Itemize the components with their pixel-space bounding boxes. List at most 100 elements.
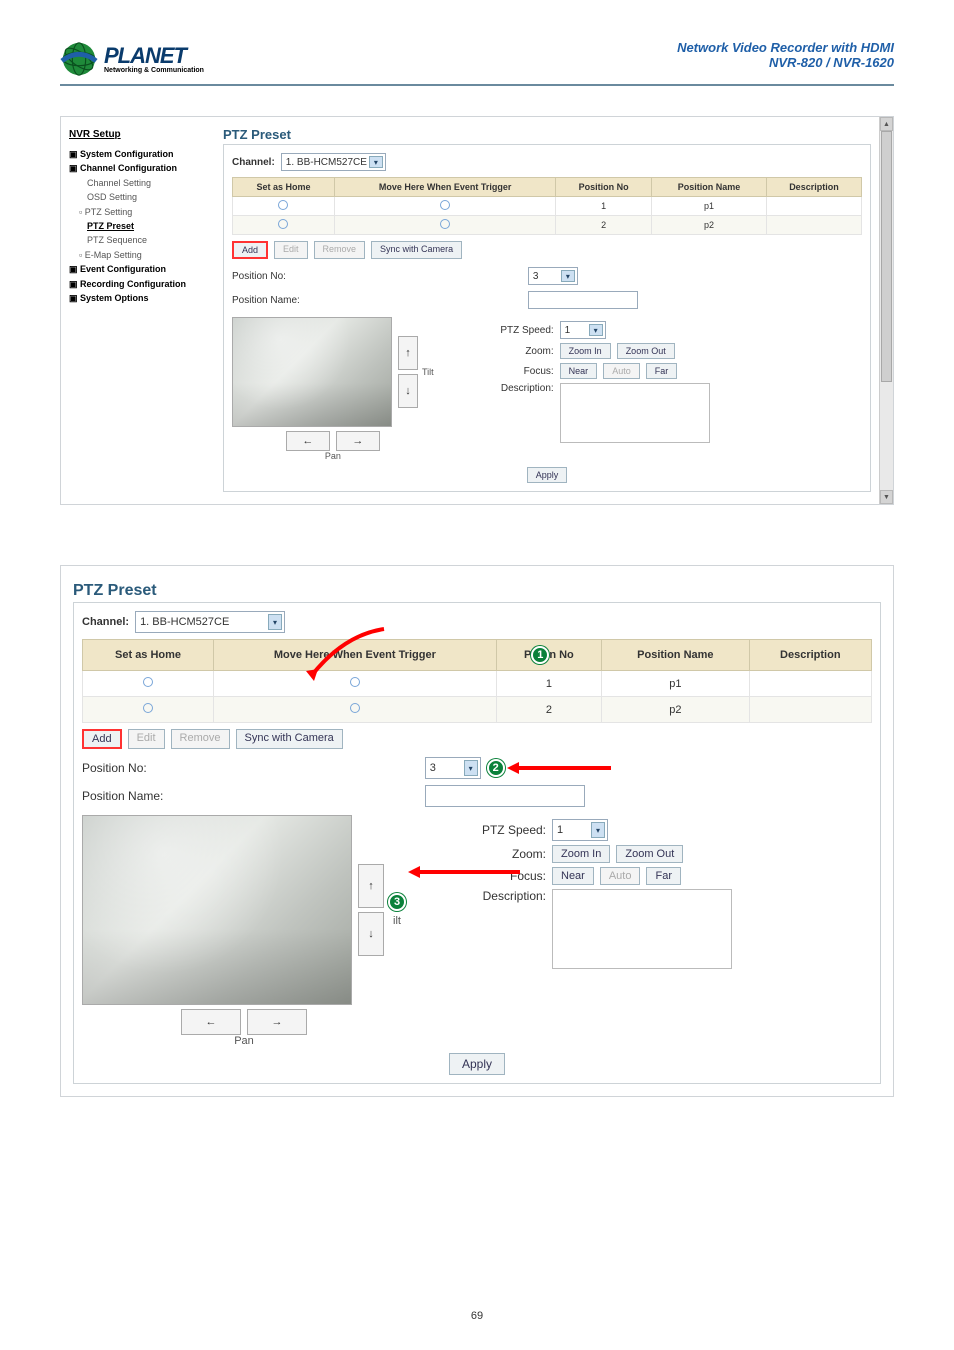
tree-title[interactable]: NVR Setup <box>69 127 121 143</box>
th-description: Description <box>749 640 871 671</box>
edit-button[interactable]: Edit <box>274 241 308 259</box>
description-textarea[interactable] <box>560 383 710 443</box>
sync-button[interactable]: Sync with Camera <box>371 241 462 259</box>
speed-select[interactable]: 1▾ <box>560 321 606 339</box>
callout-arrow-2 <box>505 760 615 776</box>
tree-ptz-preset[interactable]: PTZ Preset <box>69 219 211 233</box>
apply-button[interactable]: Apply <box>527 467 568 483</box>
remove-button[interactable]: Remove <box>171 729 230 749</box>
tree-emap[interactable]: ▫ E-Map Setting <box>69 248 211 262</box>
tilt-up-button[interactable]: ↑ <box>358 864 384 908</box>
zoom-label: Zoom: <box>474 346 554 357</box>
pan-label: Pan <box>234 1035 254 1047</box>
cell-posno: 1 <box>496 671 601 697</box>
zoom-out-button[interactable]: Zoom Out <box>616 845 683 863</box>
pan-left-button[interactable]: ← <box>286 431 330 451</box>
radio-move-2[interactable] <box>440 219 450 229</box>
scroll-down-button[interactable]: ▼ <box>880 490 893 504</box>
pan-label: Pan <box>325 451 341 461</box>
radio-move-1[interactable] <box>440 200 450 210</box>
posno-select[interactable]: 3▾ <box>425 757 481 779</box>
tree-system-options[interactable]: ▣ System Options <box>69 291 211 305</box>
doc-title-line2: NVR-820 / NVR-1620 <box>677 55 894 70</box>
pan-right-button[interactable]: → <box>336 431 380 451</box>
chevron-down-icon: ▾ <box>589 324 603 336</box>
focus-near-button[interactable]: Near <box>552 867 594 885</box>
cell-posno: 1 <box>556 197 652 216</box>
radio-home-2[interactable] <box>278 219 288 229</box>
scroll-up-button[interactable]: ▲ <box>880 117 893 131</box>
table-row[interactable]: 1 p1 <box>83 671 872 697</box>
cell-posname: p2 <box>602 697 749 723</box>
posname-input[interactable] <box>528 291 638 309</box>
focus-auto-button[interactable]: Auto <box>600 867 641 885</box>
tilt-down-button[interactable]: ↓ <box>398 374 418 408</box>
cell-posname: p2 <box>652 216 767 235</box>
scrollbar[interactable]: ▲ ▼ <box>879 117 893 504</box>
globe-icon <box>60 40 98 78</box>
posname-input[interactable] <box>425 785 585 807</box>
focus-far-button[interactable]: Far <box>646 363 678 379</box>
tree-system-config[interactable]: ▣ System Configuration <box>69 147 211 161</box>
sync-button[interactable]: Sync with Camera <box>236 729 343 749</box>
description-textarea[interactable] <box>552 889 732 969</box>
focus-auto-button[interactable]: Auto <box>603 363 640 379</box>
th-set-home: Set as Home <box>83 640 214 671</box>
add-button[interactable]: Add <box>232 241 268 259</box>
tree-osd-setting[interactable]: OSD Setting <box>69 190 211 204</box>
th-move-here: Move Here When Event Trigger <box>214 640 497 671</box>
tilt-label: ilt <box>393 915 401 927</box>
table-row[interactable]: 2 p2 <box>233 216 862 235</box>
panel-title: PTZ Preset <box>73 578 881 602</box>
cell-posname: p1 <box>602 671 749 697</box>
zoom-in-button[interactable]: Zoom In <box>560 343 611 359</box>
focus-label: Focus: <box>474 366 554 377</box>
zoom-in-button[interactable]: Zoom In <box>552 845 610 863</box>
zoom-out-button[interactable]: Zoom Out <box>617 343 675 359</box>
radio-home-1[interactable] <box>143 677 153 687</box>
pan-right-button[interactable]: → <box>247 1009 307 1035</box>
camera-preview[interactable] <box>82 815 352 1005</box>
tilt-down-button[interactable]: ↓ <box>358 912 384 956</box>
tree-channel-setting[interactable]: Channel Setting <box>69 176 211 190</box>
cell-posno: 2 <box>496 697 601 723</box>
focus-far-button[interactable]: Far <box>646 867 681 885</box>
th-move-here: Move Here When Event Trigger <box>334 178 555 197</box>
radio-move-2[interactable] <box>350 703 360 713</box>
channel-select[interactable]: 1. BB-HCM527CE▾ <box>135 611 285 633</box>
channel-label: Channel: <box>82 616 129 628</box>
table-row[interactable]: 2 p2 <box>83 697 872 723</box>
edit-button[interactable]: Edit <box>128 729 165 749</box>
chevron-down-icon: ▾ <box>369 156 383 168</box>
tilt-up-button[interactable]: ↑ <box>398 336 418 370</box>
scroll-thumb[interactable] <box>881 131 892 382</box>
camera-preview[interactable] <box>232 317 392 427</box>
callout-badge-1: 1 <box>531 646 549 664</box>
focus-near-button[interactable]: Near <box>560 363 598 379</box>
channel-select[interactable]: 1. BB-HCM527CE▾ <box>281 153 386 171</box>
tree-recording-config[interactable]: ▣ Recording Configuration <box>69 277 211 291</box>
chevron-down-icon: ▾ <box>268 614 282 630</box>
posno-select[interactable]: 3▾ <box>528 267 578 285</box>
tree-ptz-sequence[interactable]: PTZ Sequence <box>69 233 211 247</box>
chevron-down-icon: ▾ <box>591 822 605 838</box>
channel-label: Channel: <box>232 157 275 168</box>
pan-left-button[interactable]: ← <box>181 1009 241 1035</box>
radio-move-1[interactable] <box>350 677 360 687</box>
logo-tagline: Networking & Communication <box>104 67 204 74</box>
tree-channel-config[interactable]: ▣ Channel Configuration <box>69 161 211 175</box>
desc-label: Description: <box>474 383 554 394</box>
tree-ptz-setting[interactable]: ▫ PTZ Setting <box>69 205 211 219</box>
tree-event-config[interactable]: ▣ Event Configuration <box>69 262 211 276</box>
posname-label: Position Name: <box>82 789 421 803</box>
add-button[interactable]: Add <box>82 729 122 749</box>
radio-home-1[interactable] <box>278 200 288 210</box>
table-row[interactable]: 1 p1 <box>233 197 862 216</box>
th-description: Description <box>766 178 861 197</box>
radio-home-2[interactable] <box>143 703 153 713</box>
remove-button[interactable]: Remove <box>314 241 366 259</box>
apply-button[interactable]: Apply <box>449 1053 505 1075</box>
camera-preview-area: ↑ ↓ 3 ilt ← → <box>82 815 406 1047</box>
desc-label: Description: <box>466 889 546 903</box>
speed-select[interactable]: 1▾ <box>552 819 608 841</box>
